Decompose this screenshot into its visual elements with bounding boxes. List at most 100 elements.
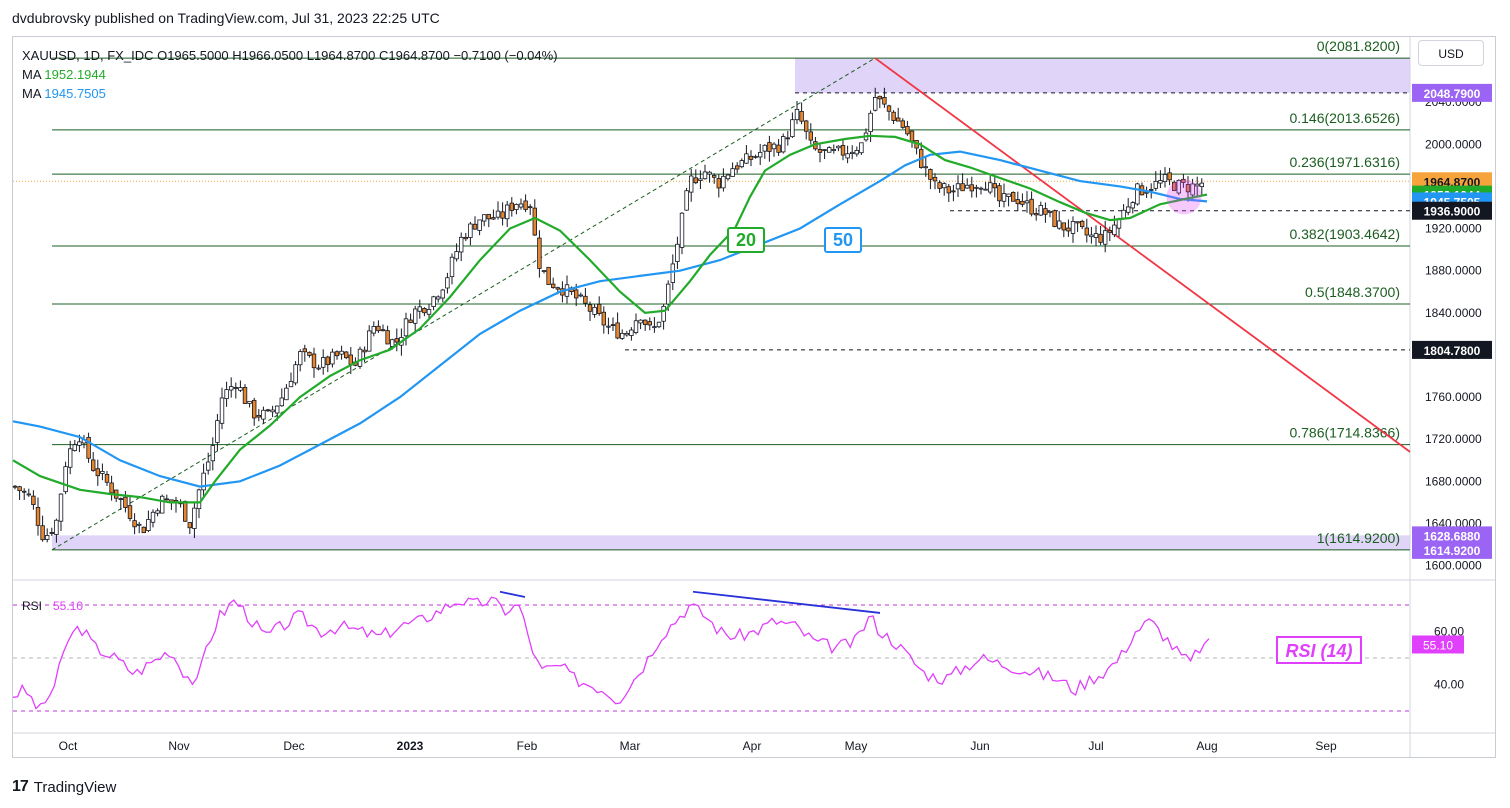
price-tick-label: 1600.0000 — [1425, 559, 1482, 573]
candle — [978, 187, 984, 190]
candle — [574, 289, 579, 299]
candle — [670, 263, 675, 283]
candle — [320, 357, 326, 368]
candle — [201, 472, 206, 491]
candle — [1103, 230, 1108, 245]
candle — [440, 289, 445, 299]
brand-name: TradingView — [33, 778, 117, 796]
candle — [196, 489, 202, 510]
rsi-divergence-line — [499, 590, 526, 598]
candle — [500, 211, 505, 219]
candle — [486, 213, 491, 220]
candle — [647, 321, 652, 326]
candle — [725, 174, 731, 180]
candle — [1167, 172, 1172, 181]
fib-label: 0.146(2013.6526) — [1289, 110, 1400, 126]
candle — [49, 532, 54, 534]
candle — [1162, 174, 1168, 183]
candle — [136, 523, 142, 526]
highlight-circle — [1166, 179, 1202, 215]
candle — [68, 448, 73, 468]
candle — [1038, 205, 1043, 216]
candle — [886, 105, 892, 112]
candle — [72, 444, 77, 451]
ma50-legend: MA 1945.7505 — [22, 84, 558, 103]
candle — [974, 186, 979, 189]
candle — [684, 190, 689, 211]
candle — [270, 409, 275, 413]
candle — [1080, 220, 1085, 227]
candle — [804, 120, 809, 132]
time-tick-label: Jun — [970, 739, 989, 753]
candle — [845, 153, 850, 159]
candle — [1011, 192, 1016, 202]
candle — [284, 387, 289, 401]
price-label-box — [1412, 340, 1492, 359]
candle — [210, 445, 215, 462]
time-tick-label: Feb — [517, 739, 538, 753]
time-tick-label: Apr — [743, 739, 762, 753]
price-label-text: 1614.9200 — [1424, 544, 1481, 558]
candle — [946, 186, 951, 194]
candle — [376, 325, 381, 332]
candle — [233, 387, 238, 389]
fib-label: 0.5(1848.3700) — [1305, 284, 1400, 300]
candle — [159, 495, 165, 514]
candle — [960, 183, 965, 192]
price-label-text: 2048.7900 — [1424, 87, 1481, 101]
candle — [150, 511, 156, 523]
candle — [776, 144, 781, 153]
candle — [307, 351, 312, 356]
fib-label: 0(2081.8200) — [1317, 38, 1400, 54]
candle — [721, 175, 726, 189]
candle — [900, 120, 905, 128]
candle — [366, 330, 372, 352]
candle — [592, 306, 597, 315]
candle — [693, 177, 698, 184]
tradingview-logo-icon: 17 — [12, 778, 29, 795]
ma50-legend-label: MA — [22, 86, 41, 101]
candle — [781, 136, 786, 153]
candle — [1130, 202, 1135, 209]
fib-label: 0.382(1903.4642) — [1289, 226, 1400, 242]
time-tick-label: Dec — [283, 739, 304, 753]
candle — [224, 389, 229, 400]
candle — [679, 212, 685, 248]
candle — [316, 367, 321, 370]
candle — [537, 237, 542, 269]
candle — [666, 283, 671, 305]
candle — [587, 304, 593, 312]
candle — [463, 236, 468, 240]
candle — [325, 356, 330, 366]
candle — [1199, 182, 1204, 188]
currency-button[interactable]: USD — [1418, 40, 1484, 66]
candle — [831, 149, 836, 151]
candle — [597, 303, 602, 314]
candle — [541, 270, 547, 272]
candle — [247, 400, 252, 404]
candle — [274, 405, 280, 414]
candle — [330, 351, 335, 365]
candle — [472, 223, 478, 230]
candle — [1015, 199, 1020, 205]
price-label-text: 1804.7800 — [1424, 344, 1481, 358]
candle — [601, 311, 606, 326]
candle — [983, 188, 988, 191]
candle — [146, 519, 151, 531]
candle — [504, 204, 510, 220]
rsi-value-box — [1412, 635, 1464, 654]
candle — [620, 332, 625, 339]
candle — [91, 459, 96, 471]
candle — [992, 183, 997, 189]
candle — [891, 111, 896, 121]
candle — [343, 351, 349, 359]
candle — [638, 319, 643, 324]
rsi-tick-label: 40.00 — [1434, 678, 1464, 692]
candle — [63, 466, 68, 493]
candle — [219, 397, 225, 424]
candle — [643, 319, 648, 325]
time-tick-label: Aug — [1196, 739, 1217, 753]
candle — [17, 486, 22, 492]
time-tick-label: Nov — [168, 739, 189, 753]
